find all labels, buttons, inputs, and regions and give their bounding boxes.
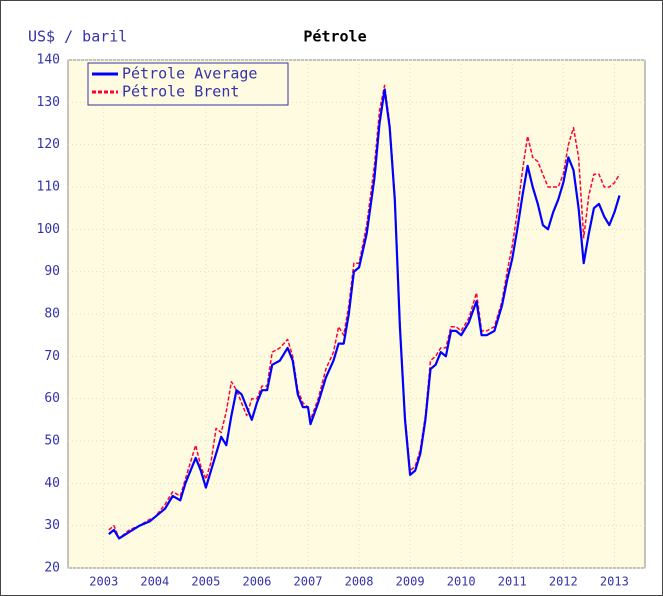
legend-label: Pétrole Average bbox=[122, 65, 257, 83]
line-series bbox=[108, 84, 621, 540]
y-tick-label: 40 bbox=[44, 476, 60, 491]
x-tick-label: 2010 bbox=[447, 575, 476, 589]
y-tick-label: 100 bbox=[37, 222, 60, 237]
y-tick-label: 120 bbox=[37, 137, 60, 152]
y-tick-label: 80 bbox=[44, 307, 60, 322]
chart-title: Pétrole bbox=[303, 28, 366, 46]
y-tick-label: 50 bbox=[44, 434, 60, 449]
x-tick-label: 2009 bbox=[396, 575, 425, 589]
y-tick-label: 70 bbox=[44, 349, 60, 364]
x-tick-label: 2003 bbox=[89, 575, 118, 589]
x-tick-label: 2011 bbox=[498, 575, 527, 589]
x-tick-label: 2012 bbox=[549, 575, 578, 589]
legend-box bbox=[87, 62, 289, 106]
x-tick-label: 2004 bbox=[140, 575, 169, 589]
y-tick-label: 20 bbox=[44, 561, 60, 576]
y-tick-label: 30 bbox=[44, 518, 60, 533]
legend-label: Pétrole Brent bbox=[122, 83, 239, 101]
y-tick-label: 90 bbox=[44, 264, 60, 279]
x-tick-label: 2013 bbox=[600, 575, 629, 589]
y-axis-label: US$ / baril bbox=[28, 28, 127, 46]
y-tick-label: 140 bbox=[37, 53, 60, 68]
x-tick-label: 2006 bbox=[242, 575, 271, 589]
x-tick-label: 2008 bbox=[345, 575, 374, 589]
y-tick-label: 130 bbox=[37, 95, 60, 110]
y-tick-label: 110 bbox=[37, 180, 60, 195]
y-tick-label: 60 bbox=[44, 391, 60, 406]
x-tick-label: 2005 bbox=[191, 575, 220, 589]
line-series bbox=[108, 88, 621, 540]
x-tick-label: 2007 bbox=[294, 575, 323, 589]
